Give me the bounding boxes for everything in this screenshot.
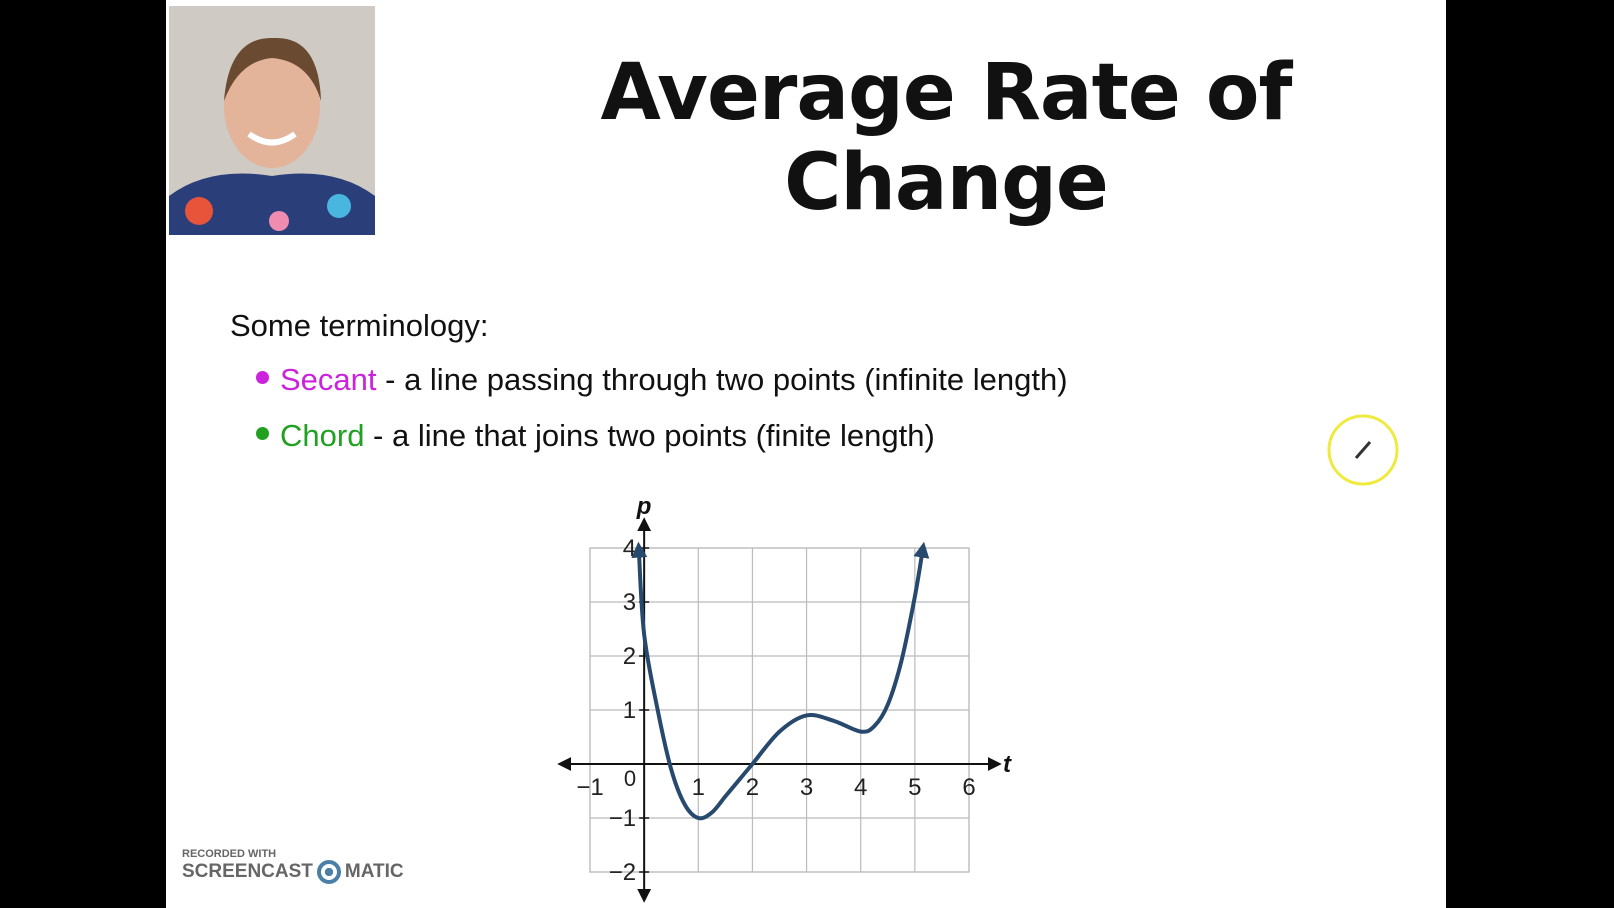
- x-tick-label: 5: [908, 774, 921, 801]
- y-tick-label: 4: [623, 535, 636, 562]
- bullet-term: Secant: [280, 362, 377, 397]
- bullet-description: - a line that joins two points (finite l…: [364, 418, 935, 453]
- bullet-dot: [256, 371, 269, 385]
- bullet-description: - a line passing through two points (inf…: [376, 362, 1068, 397]
- y-tick-label: −2: [609, 859, 636, 886]
- x-tick-label: 3: [800, 774, 813, 801]
- watermark-line: RECORDED WITH: [182, 848, 277, 860]
- cursor-highlight: [1327, 414, 1399, 486]
- watermark-logo: SCREENCAST MATIC: [182, 860, 404, 884]
- x-tick-label: 6: [962, 774, 975, 801]
- watermark: RECORDED WITH SCREENCAST MATIC: [182, 848, 404, 884]
- slide: Average Rate of Change Some terminology:…: [166, 0, 1446, 908]
- y-tick-label: 1: [623, 697, 636, 724]
- graph: −1 1 2 3 4 5 6 −2 −1 1 2 3 4 t p 0: [557, 493, 1012, 903]
- watermark-left: SCREENCAST: [182, 861, 313, 882]
- presenter-photo: [169, 6, 375, 235]
- watermark-right: MATIC: [344, 861, 404, 882]
- x-axis-label: t: [1003, 751, 1012, 778]
- y-axis-label: p: [636, 493, 652, 520]
- intro-text: Some terminology:: [230, 308, 489, 343]
- y-tick-label: −1: [609, 805, 636, 832]
- function-curve: [631, 541, 930, 821]
- bullet-term: Chord: [280, 418, 365, 453]
- y-tick-label: 2: [623, 643, 636, 670]
- x-tick-label: 4: [854, 774, 867, 801]
- x-tick-label: 1: [692, 774, 705, 801]
- bullet: Chord - a line that joins two points (fi…: [256, 418, 935, 454]
- origin-label: 0: [624, 766, 636, 791]
- x-tick-label: 2: [746, 774, 759, 801]
- bullet-dot: [256, 427, 269, 441]
- x-tick-label: −1: [576, 774, 603, 801]
- watermark-icon: [316, 860, 341, 884]
- slide-title: Average Rate of Change: [600, 48, 1293, 228]
- y-tick-label: 3: [623, 589, 636, 616]
- bullet: Secant - a line passing through two poin…: [256, 362, 1068, 398]
